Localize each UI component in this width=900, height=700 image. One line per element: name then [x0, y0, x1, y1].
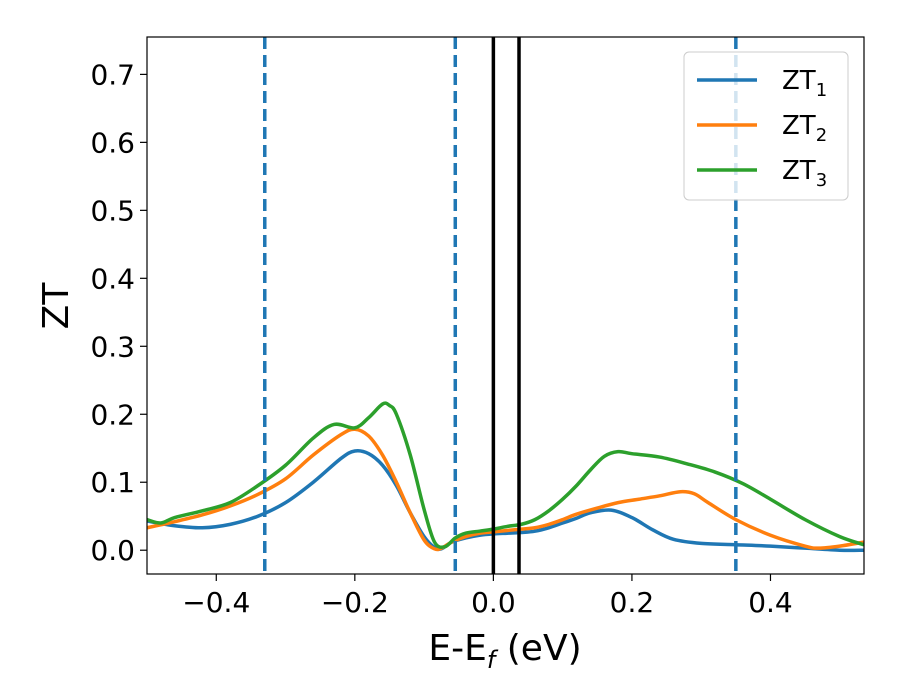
legend-label-zt1: ZT1 [782, 66, 827, 101]
series-line-zt3 [147, 401, 864, 549]
x-axis-label-main: E-E [428, 628, 486, 669]
legend-label-zt2: ZT2 [782, 111, 827, 146]
legend-frame [683, 51, 849, 201]
plot-frame [146, 36, 865, 575]
y-axis-ticks: 0.0 0.1 0.2 0.3 0.4 0.5 0.6 0.7 [90, 58, 147, 567]
y-tick-label: 0.3 [90, 330, 135, 363]
y-tick-label: 0.4 [90, 262, 135, 295]
x-axis-label-unit: (eV) [495, 628, 581, 669]
x-axis-label: E-Ef (eV) [428, 628, 581, 674]
y-tick-label: 0.6 [90, 126, 135, 159]
y-tick-label: 0.5 [90, 194, 135, 227]
x-tick-label: 0.2 [610, 586, 655, 619]
x-tick-label: 0.0 [471, 586, 516, 619]
y-tick-label: 0.7 [90, 58, 135, 91]
x-axis-ticks: −0.4 −0.2 0.0 0.2 0.4 [182, 574, 793, 619]
x-tick-label: −0.4 [182, 586, 250, 619]
y-axis-label: ZT [36, 282, 77, 330]
legend: ZT1 ZT2 ZT3 [683, 51, 849, 201]
plot-area [147, 37, 864, 574]
y-tick-label: 0.0 [90, 534, 135, 567]
x-tick-label: 0.4 [748, 586, 793, 619]
y-tick-label: 0.1 [90, 466, 135, 499]
series-line-zt1 [147, 448, 864, 553]
legend-label-zt3: ZT3 [782, 156, 827, 191]
x-tick-label: −0.2 [321, 586, 389, 619]
y-tick-label: 0.2 [90, 398, 135, 431]
